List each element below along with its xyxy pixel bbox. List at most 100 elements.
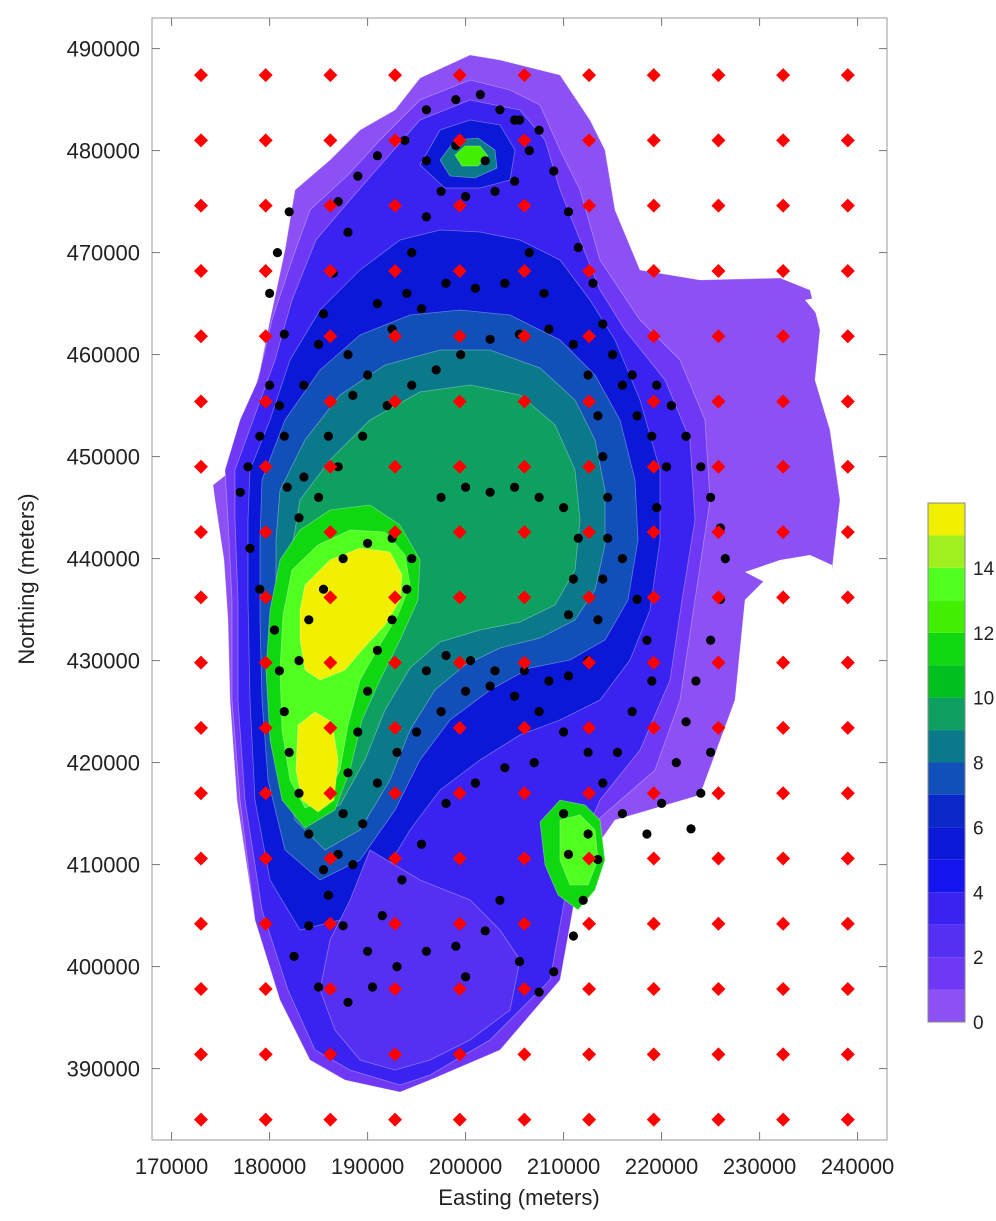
x-tick-label: 190000 — [331, 1154, 404, 1179]
sample-point — [466, 656, 475, 665]
sample-point — [500, 763, 509, 772]
sample-point — [294, 789, 303, 798]
sample-point — [593, 615, 602, 624]
y-tick-label: 390000 — [67, 1057, 140, 1082]
sample-point — [275, 401, 284, 410]
sample-point — [510, 115, 519, 124]
colorbar-tick-label: 0 — [973, 1013, 984, 1034]
sample-point — [481, 926, 490, 935]
sample-point — [510, 483, 519, 492]
sample-point — [358, 819, 367, 828]
colorbar-swatch — [928, 795, 965, 827]
sample-point — [353, 172, 362, 181]
sample-point — [593, 411, 602, 420]
sample-point — [422, 156, 431, 165]
sample-point — [265, 289, 274, 298]
sample-point — [280, 432, 289, 441]
sample-point — [652, 503, 661, 512]
sample-point — [373, 151, 382, 160]
sample-point — [255, 432, 264, 441]
sample-point — [544, 676, 553, 685]
sample-point — [407, 381, 416, 390]
sample-point — [417, 840, 426, 849]
sample-point — [437, 707, 446, 716]
sample-point — [441, 279, 450, 288]
colorbar-swatch — [928, 503, 965, 535]
sample-point — [324, 891, 333, 900]
sample-point — [647, 676, 656, 685]
x-tick-label: 220000 — [625, 1154, 698, 1179]
sample-point — [530, 758, 539, 767]
colorbar-swatch — [928, 827, 965, 859]
sample-point — [236, 488, 245, 497]
sample-point — [397, 875, 406, 884]
sample-point — [584, 748, 593, 757]
x-tick-label: 240000 — [821, 1154, 894, 1179]
sample-point — [696, 462, 705, 471]
y-tick-label: 400000 — [67, 955, 140, 980]
y-tick-label: 480000 — [67, 139, 140, 164]
sample-point — [319, 585, 328, 594]
sample-point — [486, 488, 495, 497]
sample-point — [490, 666, 499, 675]
sample-point — [461, 483, 470, 492]
sample-point — [515, 957, 524, 966]
sample-point — [273, 248, 282, 257]
sample-point — [657, 799, 666, 808]
sample-point — [579, 896, 588, 905]
colorbar-swatch — [928, 698, 965, 730]
sample-point — [432, 365, 441, 374]
x-tick-label: 170000 — [135, 1154, 208, 1179]
sample-point — [294, 513, 303, 522]
sample-point — [471, 284, 480, 293]
sample-point — [348, 860, 357, 869]
sample-point — [486, 335, 495, 344]
sample-point — [407, 248, 416, 257]
sample-point — [569, 574, 578, 583]
sample-point — [471, 778, 480, 787]
colorbar-tick-label: 8 — [973, 754, 984, 775]
sample-point — [402, 585, 411, 594]
sample-point — [451, 942, 460, 951]
sample-point — [255, 585, 264, 594]
y-tick-label: 410000 — [67, 853, 140, 878]
sample-point — [412, 727, 421, 736]
sample-point — [437, 493, 446, 502]
sample-point — [569, 931, 578, 940]
sample-point — [392, 962, 401, 971]
sample-point — [633, 595, 642, 604]
sample-point — [339, 809, 348, 818]
sample-point — [343, 768, 352, 777]
sample-point — [721, 554, 730, 563]
sample-point — [696, 789, 705, 798]
colorbar-tick-label: 2 — [973, 948, 984, 969]
sample-point — [461, 972, 470, 981]
sample-point — [564, 850, 573, 859]
sample-point — [348, 391, 357, 400]
sample-point — [569, 340, 578, 349]
sample-point — [628, 707, 637, 716]
sample-point — [686, 824, 695, 833]
y-tick-label: 470000 — [67, 241, 140, 266]
y-tick-label: 460000 — [67, 343, 140, 368]
sample-point — [319, 865, 328, 874]
x-tick-label: 200000 — [429, 1154, 502, 1179]
sample-point — [275, 666, 284, 675]
sample-point — [539, 289, 548, 298]
sample-point — [451, 95, 460, 104]
sample-point — [672, 758, 681, 767]
sample-point — [368, 982, 377, 991]
sample-point — [299, 381, 308, 390]
sample-point — [245, 544, 254, 553]
sample-point — [299, 472, 308, 481]
sample-point — [378, 911, 387, 920]
sample-point — [343, 998, 352, 1007]
sample-point — [559, 503, 568, 512]
sample-point — [584, 829, 593, 838]
sample-point — [490, 187, 499, 196]
sample-point — [441, 651, 450, 660]
sample-point — [314, 493, 323, 502]
sample-point — [598, 574, 607, 583]
sample-point — [304, 829, 313, 838]
